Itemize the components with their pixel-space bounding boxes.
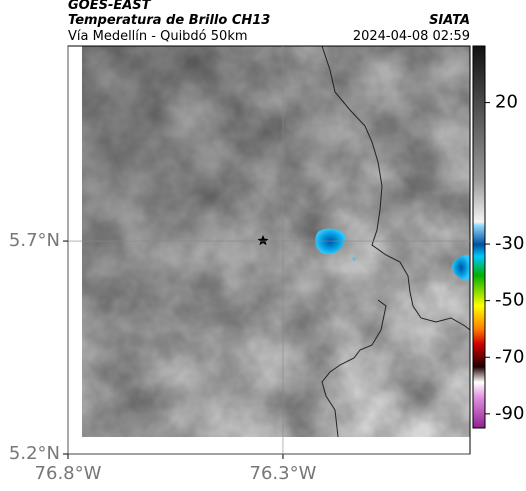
- y-tick-label: 5.7°N: [9, 230, 60, 251]
- colorbar-tick-label: -70: [495, 346, 524, 367]
- source: SIATA: [429, 13, 470, 28]
- colorbar: [472, 45, 486, 429]
- cloud-texture: [82, 46, 470, 437]
- subtitle: Vía Medellín - Quibdó 50km: [68, 29, 248, 44]
- cold-pixel: [352, 257, 356, 261]
- colorbar-tick-label: -90: [495, 403, 524, 424]
- boundary: [321, 299, 387, 438]
- cold-cloud: [452, 254, 470, 281]
- title: Temperatura de Brillo CH13: [68, 13, 270, 28]
- colorbar-tick-label: 20: [495, 92, 518, 113]
- x-tick-label: 76.3°W: [250, 463, 317, 484]
- product: GOES-EAST: [68, 0, 152, 13]
- colorbar-tick-label: -50: [495, 290, 524, 311]
- colorbar-tick-label: -30: [495, 233, 524, 254]
- datetime: 2024-04-08 02:59: [353, 29, 470, 44]
- location-star: [257, 235, 269, 246]
- map-area: [67, 45, 471, 455]
- boundary: [321, 45, 471, 331]
- cold-cloud: [315, 228, 346, 255]
- y-tick-label: 5.2°N: [9, 443, 60, 464]
- x-tick-label: 76.8°W: [35, 463, 102, 484]
